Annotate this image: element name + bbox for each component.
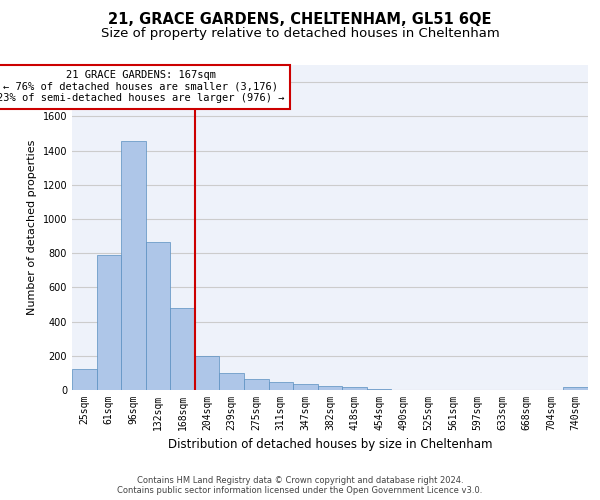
Bar — [244, 379, 269, 390]
Y-axis label: Number of detached properties: Number of detached properties — [27, 140, 37, 315]
Text: 21, GRACE GARDENS, CHELTENHAM, GL51 6QE: 21, GRACE GARDENS, CHELTENHAM, GL51 6QE — [108, 12, 492, 28]
Bar — [195, 356, 220, 390]
Text: Size of property relative to detached houses in Cheltenham: Size of property relative to detached ho… — [101, 28, 499, 40]
Bar — [170, 308, 195, 390]
Bar — [269, 382, 293, 390]
Text: Contains HM Land Registry data © Crown copyright and database right 2024.: Contains HM Land Registry data © Crown c… — [137, 476, 463, 485]
Bar — [367, 389, 391, 390]
Bar — [97, 255, 121, 390]
Bar — [121, 141, 146, 390]
X-axis label: Distribution of detached houses by size in Cheltenham: Distribution of detached houses by size … — [168, 438, 492, 452]
Bar — [563, 388, 588, 390]
Text: Contains public sector information licensed under the Open Government Licence v3: Contains public sector information licen… — [118, 486, 482, 495]
Bar — [72, 370, 97, 390]
Bar — [293, 384, 318, 390]
Bar — [220, 373, 244, 390]
Text: 21 GRACE GARDENS: 167sqm
← 76% of detached houses are smaller (3,176)
23% of sem: 21 GRACE GARDENS: 167sqm ← 76% of detach… — [0, 70, 284, 103]
Bar — [318, 386, 342, 390]
Bar — [146, 242, 170, 390]
Bar — [342, 388, 367, 390]
